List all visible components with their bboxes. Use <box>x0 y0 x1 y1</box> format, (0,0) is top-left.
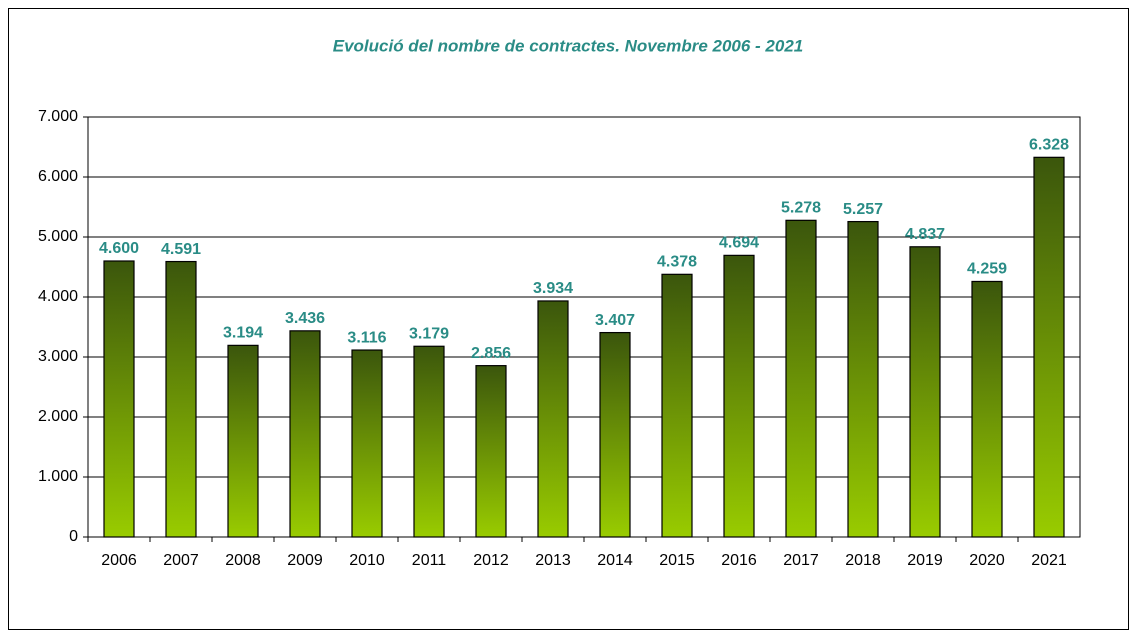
x-tick-label: 2014 <box>597 552 633 569</box>
value-label: 4.600 <box>99 240 139 257</box>
bar <box>289 330 321 538</box>
bar <box>413 345 445 538</box>
y-tick-label: 3.000 <box>38 348 78 365</box>
x-tick-label: 2010 <box>349 552 385 569</box>
value-label: 3.934 <box>533 280 573 297</box>
value-label: 4.591 <box>161 241 201 258</box>
value-label: 5.257 <box>843 201 883 218</box>
x-tick-label: 2008 <box>225 552 261 569</box>
bar <box>847 220 879 538</box>
bar <box>971 280 1003 538</box>
value-label: 3.407 <box>595 312 635 329</box>
bar <box>785 219 817 538</box>
bar <box>103 260 135 538</box>
x-tick-label: 2019 <box>907 552 943 569</box>
value-label: 4.378 <box>657 254 697 271</box>
bar <box>227 344 259 538</box>
x-tick-label: 2011 <box>412 552 447 569</box>
bar <box>661 273 693 538</box>
x-tick-label: 2006 <box>101 552 137 569</box>
y-tick-label: 6.000 <box>38 168 78 185</box>
value-label: 4.259 <box>967 261 1007 278</box>
value-label: 6.328 <box>1029 137 1069 154</box>
bar <box>537 300 569 538</box>
x-tick-label: 2009 <box>287 552 323 569</box>
bar <box>1033 156 1065 538</box>
value-label: 4.837 <box>905 226 945 243</box>
y-tick-label: 4.000 <box>38 288 78 305</box>
x-tick-label: 2018 <box>845 552 881 569</box>
y-tick-label: 5.000 <box>38 228 78 245</box>
x-tick-label: 2021 <box>1031 552 1067 569</box>
y-tick-label: 2.000 <box>38 408 78 425</box>
x-tick-label: 2020 <box>969 552 1005 569</box>
x-tick-label: 2007 <box>163 552 199 569</box>
x-tick-label: 2012 <box>473 552 509 569</box>
value-label: 3.179 <box>409 325 449 342</box>
x-tick-label: 2017 <box>783 552 819 569</box>
value-label: 3.194 <box>223 325 263 342</box>
bar <box>599 331 631 538</box>
bar <box>909 246 941 538</box>
chart-title: Evolució del nombre de contractes. Novem… <box>333 36 804 55</box>
y-tick-label: 1.000 <box>38 468 78 485</box>
value-label: 2.856 <box>471 345 511 362</box>
x-tick-label: 2015 <box>659 552 695 569</box>
value-label: 5.278 <box>781 200 821 217</box>
y-tick-label: 0 <box>69 528 78 545</box>
bar <box>351 349 383 538</box>
value-label: 3.116 <box>347 329 386 346</box>
bar <box>165 260 197 538</box>
bar <box>723 254 755 538</box>
x-tick-label: 2016 <box>721 552 757 569</box>
value-label: 3.436 <box>285 310 325 327</box>
y-tick-label: 7.000 <box>38 108 78 125</box>
x-tick-label: 2013 <box>535 552 571 569</box>
value-label: 4.694 <box>719 235 759 252</box>
bar <box>475 365 507 538</box>
